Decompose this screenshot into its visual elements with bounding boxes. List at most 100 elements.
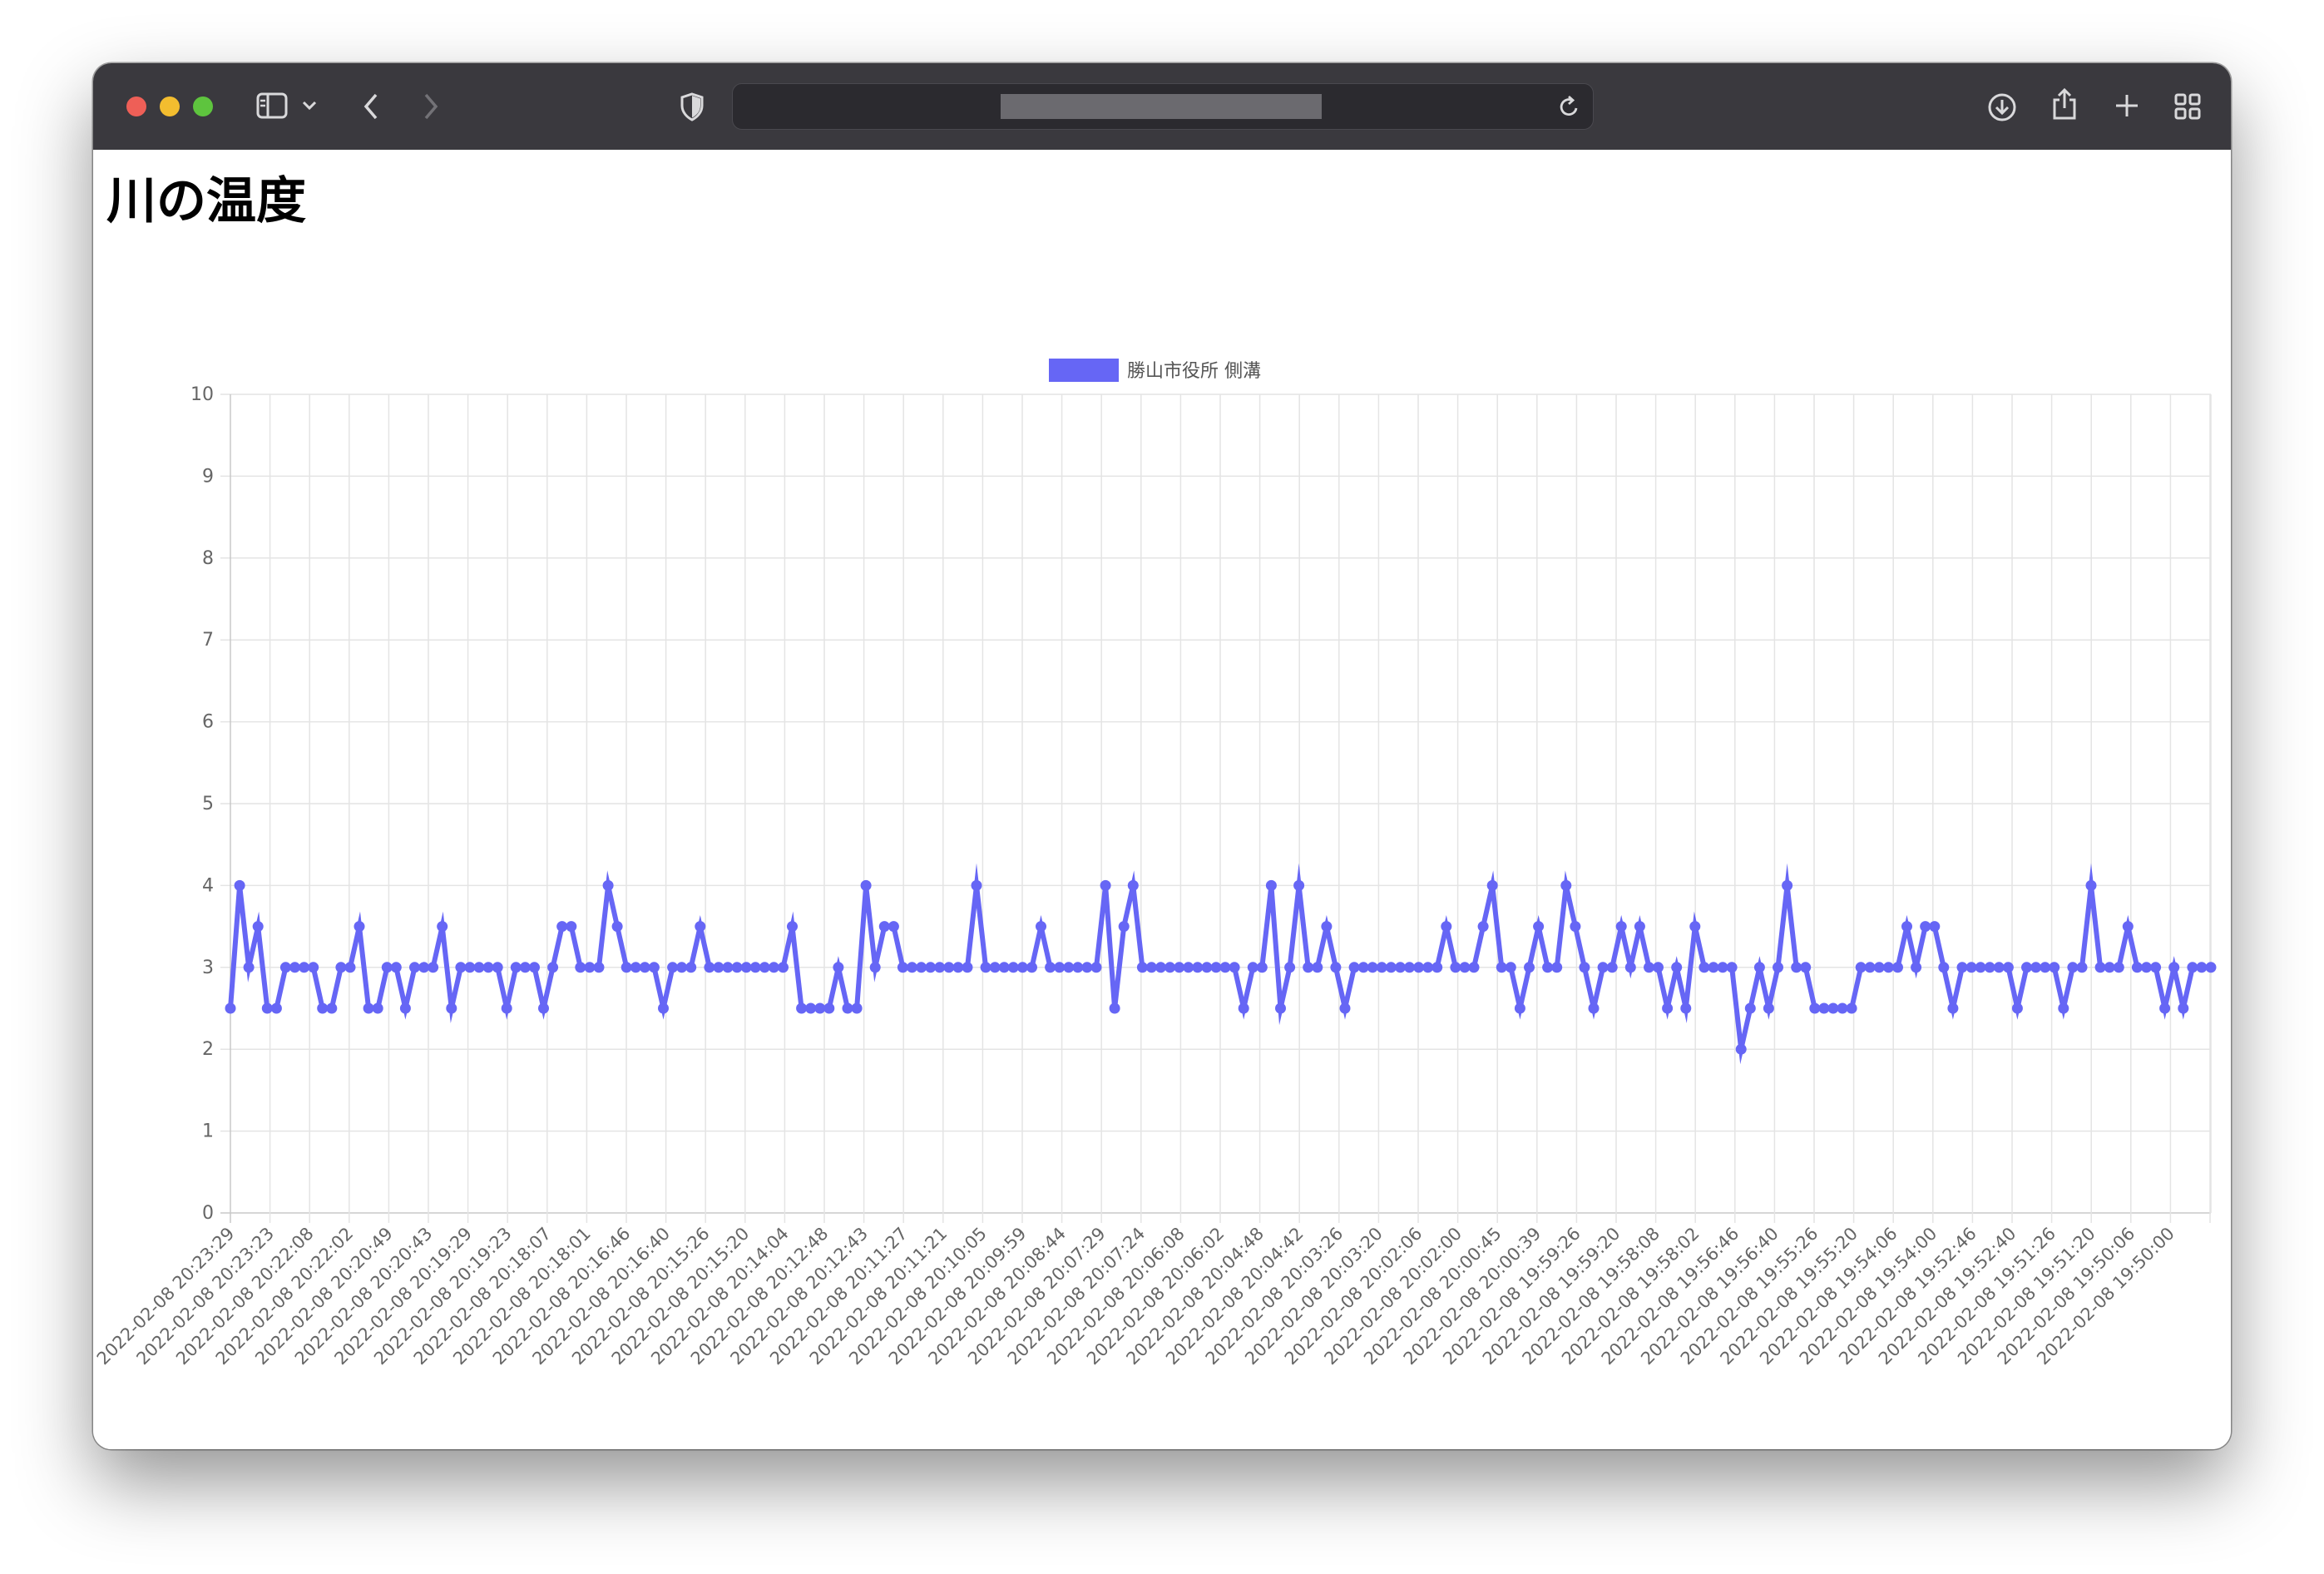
data-point bbox=[907, 962, 917, 973]
data-point bbox=[1827, 1002, 1839, 1014]
data-point bbox=[1708, 962, 1719, 973]
data-point bbox=[1726, 962, 1738, 973]
data-point bbox=[446, 1002, 457, 1014]
data-point bbox=[1606, 962, 1618, 973]
data-point bbox=[243, 962, 255, 973]
data-point bbox=[1689, 921, 1701, 933]
chevron-down-icon[interactable] bbox=[301, 100, 318, 111]
data-point bbox=[796, 1002, 808, 1014]
data-point bbox=[1330, 962, 1342, 973]
address-bar[interactable] bbox=[732, 83, 1594, 130]
data-point bbox=[851, 1002, 863, 1014]
legend-swatch bbox=[1049, 359, 1119, 382]
data-point bbox=[1007, 962, 1019, 973]
data-point bbox=[1864, 962, 1876, 973]
data-point bbox=[529, 962, 540, 973]
shield-icon[interactable] bbox=[679, 92, 705, 121]
data-point bbox=[1486, 879, 1498, 891]
data-point bbox=[1505, 962, 1516, 973]
browser-toolbar bbox=[93, 63, 2231, 151]
data-point bbox=[1321, 921, 1333, 933]
data-point bbox=[566, 921, 577, 933]
data-point bbox=[2058, 1002, 2069, 1014]
data-point bbox=[1219, 962, 1231, 973]
data-point bbox=[409, 962, 420, 973]
data-point bbox=[602, 879, 614, 891]
data-point bbox=[381, 962, 393, 973]
y-tick-label: 2 bbox=[202, 1039, 214, 1060]
data-point bbox=[1026, 962, 1037, 973]
data-point bbox=[2030, 962, 2042, 973]
data-point bbox=[1653, 962, 1664, 973]
data-point bbox=[1256, 962, 1268, 973]
data-point bbox=[399, 1002, 411, 1014]
data-point bbox=[2094, 962, 2106, 973]
data-point bbox=[611, 921, 623, 933]
data-point bbox=[740, 962, 752, 973]
data-point bbox=[1892, 962, 1903, 973]
data-point bbox=[252, 921, 264, 933]
minimize-window-button[interactable] bbox=[160, 97, 180, 116]
data-point bbox=[437, 921, 448, 933]
data-point bbox=[1717, 962, 1728, 973]
data-point bbox=[335, 962, 347, 973]
data-point bbox=[1956, 962, 1968, 973]
y-tick-label: 8 bbox=[202, 548, 214, 569]
data-point bbox=[989, 962, 1001, 973]
data-point bbox=[1882, 962, 1894, 973]
data-point bbox=[1615, 921, 1627, 933]
data-point bbox=[916, 962, 927, 973]
data-point bbox=[759, 962, 770, 973]
data-point bbox=[1873, 962, 1885, 973]
data-point bbox=[1773, 962, 1783, 973]
data-point bbox=[1809, 1002, 1821, 1014]
data-point bbox=[1441, 921, 1452, 933]
data-point bbox=[1791, 962, 1802, 973]
data-point bbox=[888, 921, 899, 933]
data-point bbox=[299, 962, 310, 973]
data-point bbox=[925, 962, 937, 973]
data-point bbox=[1744, 1002, 1756, 1014]
data-point bbox=[428, 962, 439, 973]
data-point bbox=[1624, 962, 1636, 973]
data-point bbox=[1533, 921, 1545, 933]
zoom-window-button[interactable] bbox=[193, 97, 213, 116]
data-point bbox=[1247, 962, 1258, 973]
data-point bbox=[354, 921, 365, 933]
data-point bbox=[455, 962, 467, 973]
data-point bbox=[621, 962, 632, 973]
data-point bbox=[1818, 1002, 1830, 1014]
data-point bbox=[1045, 962, 1056, 973]
download-icon[interactable] bbox=[1986, 92, 2018, 123]
close-window-button[interactable] bbox=[126, 97, 146, 116]
share-icon[interactable] bbox=[2050, 87, 2079, 121]
back-icon[interactable] bbox=[361, 92, 381, 121]
sidebar-icon[interactable] bbox=[256, 92, 289, 121]
data-point bbox=[805, 1002, 817, 1014]
legend-label: 勝山市役所 側溝 bbox=[1127, 361, 1261, 382]
data-point bbox=[1183, 962, 1194, 973]
plus-icon[interactable] bbox=[2113, 92, 2141, 120]
data-point bbox=[538, 1002, 549, 1014]
data-point bbox=[2150, 962, 2162, 973]
data-point bbox=[501, 1002, 512, 1014]
data-point bbox=[1275, 1002, 1286, 1014]
data-point bbox=[2040, 962, 2051, 973]
reload-icon[interactable] bbox=[1558, 94, 1581, 119]
data-point bbox=[1837, 1002, 1848, 1014]
data-point bbox=[1763, 1002, 1774, 1014]
page-content: 川の温度 勝山市役所 側溝 0 1 2 3 4 5 6 7 8 9 10 2022-02-08 20:2… bbox=[93, 150, 2231, 1449]
data-point bbox=[1966, 962, 1977, 973]
data-point bbox=[1145, 962, 1157, 973]
data-point bbox=[695, 921, 706, 933]
data-point bbox=[317, 1002, 329, 1014]
data-point bbox=[1514, 1002, 1525, 1014]
forward-icon[interactable] bbox=[421, 92, 441, 121]
data-point bbox=[1846, 1002, 1857, 1014]
data-point bbox=[2141, 962, 2152, 973]
y-tick-label: 1 bbox=[202, 1121, 214, 1142]
data-point bbox=[869, 962, 881, 973]
tab-overview-icon[interactable] bbox=[2173, 92, 2203, 121]
data-point bbox=[878, 921, 890, 933]
data-point bbox=[1855, 962, 1867, 973]
